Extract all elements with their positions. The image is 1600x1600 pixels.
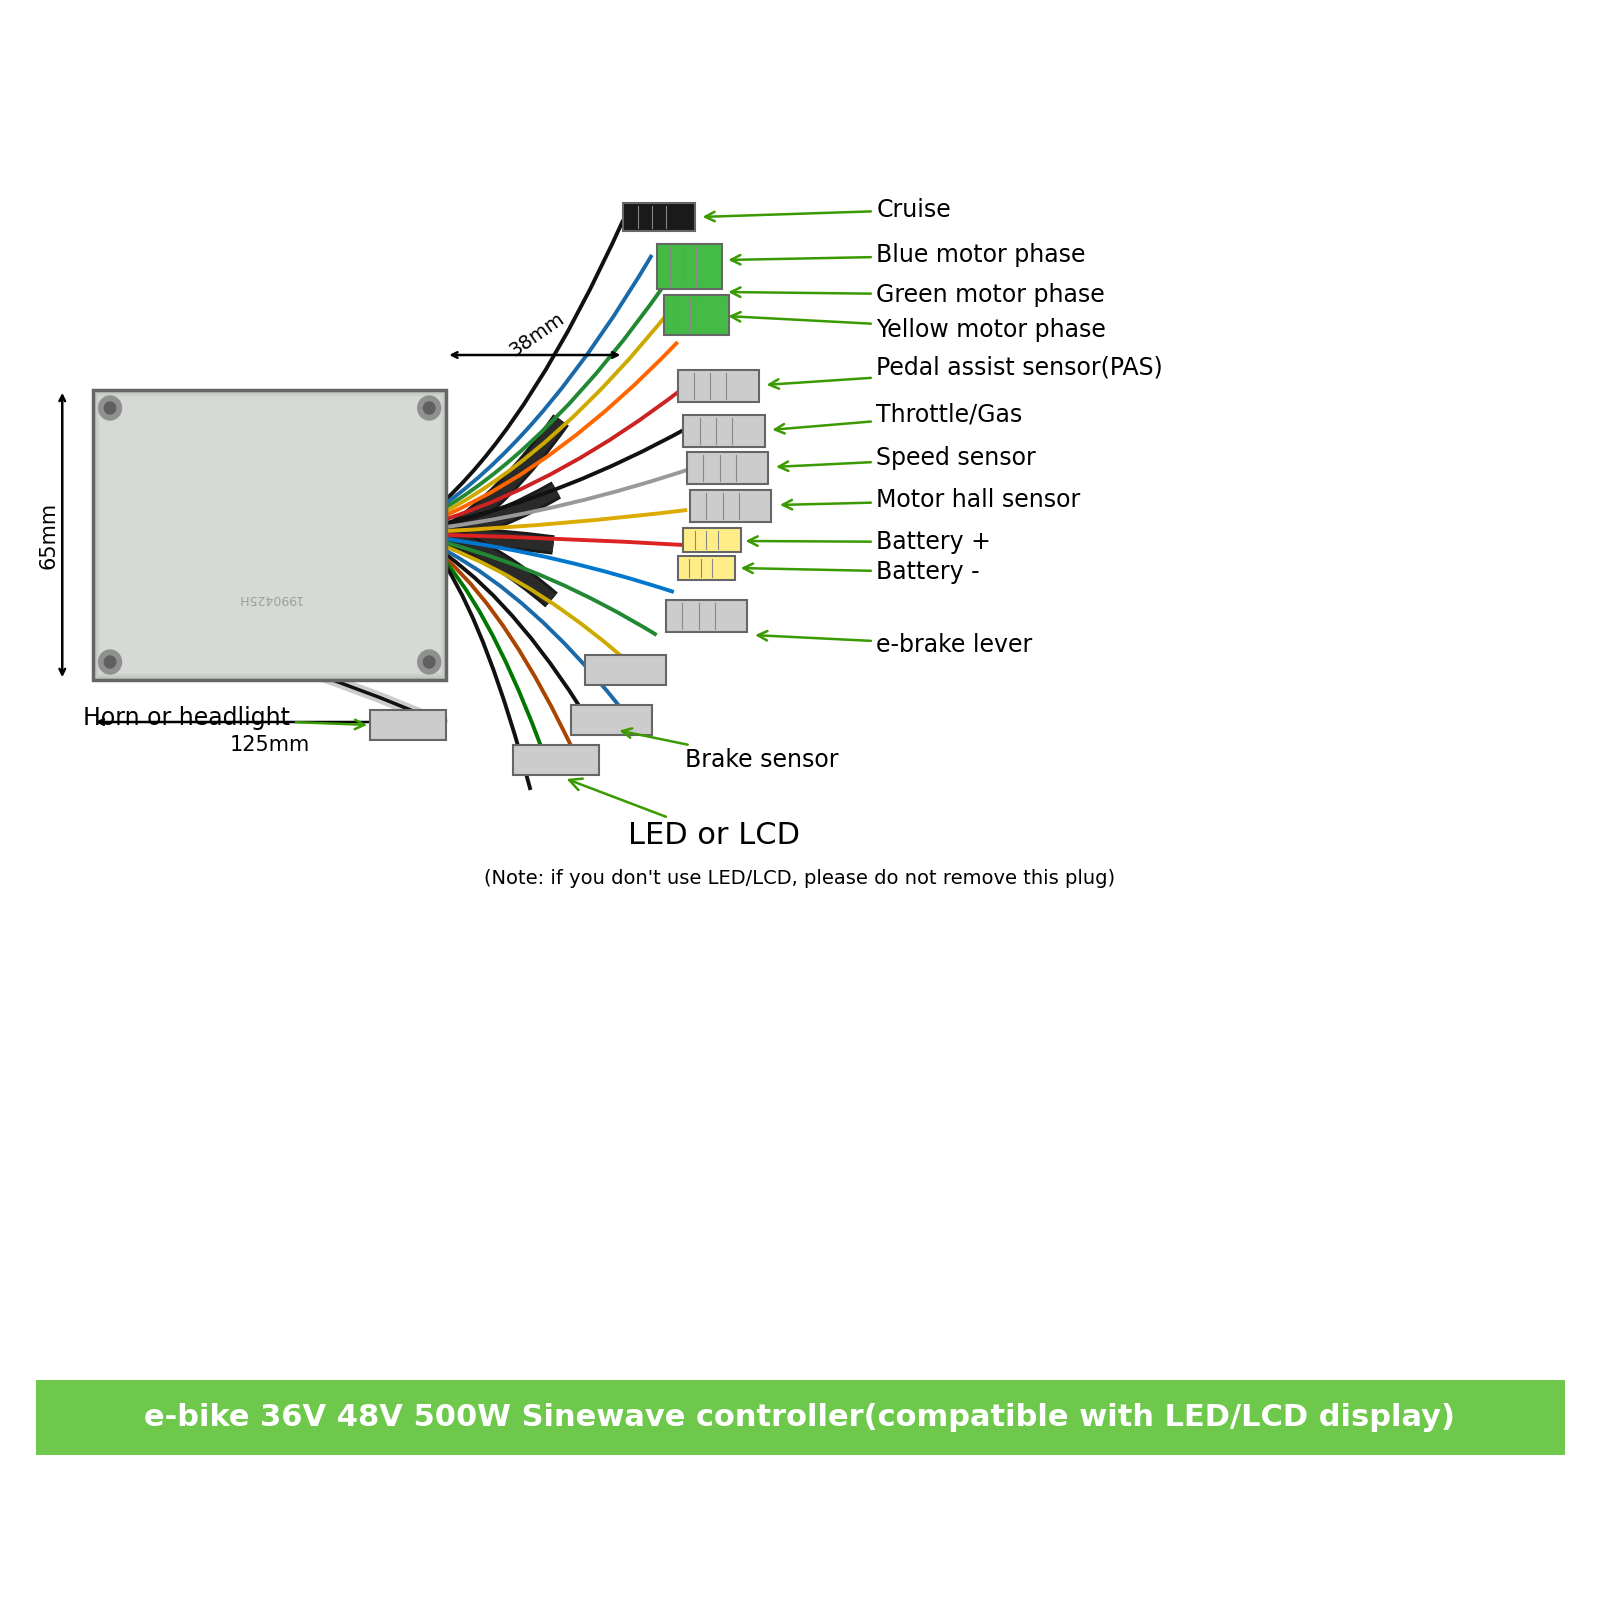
Text: Battery +: Battery + bbox=[749, 530, 992, 554]
Bar bbox=[96, 394, 443, 675]
Bar bbox=[678, 557, 734, 579]
Bar bbox=[99, 395, 440, 674]
Text: e-bike 36V 48V 500W Sinewave controller(compatible with LED/LCD display): e-bike 36V 48V 500W Sinewave controller(… bbox=[144, 1403, 1456, 1432]
Text: 38mm: 38mm bbox=[506, 309, 568, 360]
Text: Battery -: Battery - bbox=[744, 560, 981, 584]
Bar bbox=[624, 203, 694, 230]
Circle shape bbox=[99, 395, 122, 419]
Text: Motor hall sensor: Motor hall sensor bbox=[782, 488, 1080, 512]
Bar bbox=[93, 390, 446, 680]
Bar bbox=[656, 243, 722, 290]
Text: Speed sensor: Speed sensor bbox=[779, 446, 1037, 470]
Circle shape bbox=[424, 402, 435, 414]
Bar bbox=[35, 1379, 1565, 1454]
Bar bbox=[688, 451, 768, 483]
Text: Green motor phase: Green motor phase bbox=[731, 283, 1106, 307]
Bar bbox=[94, 390, 445, 678]
Bar bbox=[93, 390, 446, 680]
Circle shape bbox=[104, 402, 115, 414]
Circle shape bbox=[104, 656, 115, 669]
Text: 65mm: 65mm bbox=[38, 501, 59, 568]
Circle shape bbox=[418, 650, 440, 674]
Text: LED or LCD: LED or LCD bbox=[570, 779, 800, 850]
Text: 1990425H: 1990425H bbox=[237, 592, 302, 605]
Text: Yellow motor phase: Yellow motor phase bbox=[731, 312, 1106, 342]
Bar bbox=[94, 392, 445, 678]
Circle shape bbox=[424, 656, 435, 669]
Text: Throttle/Gas: Throttle/Gas bbox=[774, 403, 1022, 434]
Circle shape bbox=[99, 650, 122, 674]
Bar bbox=[690, 490, 771, 522]
Bar bbox=[666, 600, 747, 632]
Bar bbox=[370, 710, 446, 739]
Text: Pedal assist sensor(PAS): Pedal assist sensor(PAS) bbox=[770, 357, 1163, 389]
Bar bbox=[678, 370, 758, 402]
Bar bbox=[96, 394, 443, 677]
Text: e-brake lever: e-brake lever bbox=[758, 630, 1032, 658]
Bar bbox=[586, 654, 666, 685]
Circle shape bbox=[418, 395, 440, 419]
Text: (Note: if you don't use LED/LCD, please do not remove this plug): (Note: if you don't use LED/LCD, please … bbox=[485, 869, 1115, 888]
Bar bbox=[98, 395, 442, 675]
Text: Horn or headlight: Horn or headlight bbox=[83, 706, 365, 730]
Text: Cruise: Cruise bbox=[706, 198, 950, 222]
Text: Blue motor phase: Blue motor phase bbox=[731, 243, 1086, 267]
Bar bbox=[571, 706, 651, 734]
Bar bbox=[514, 746, 600, 774]
Bar bbox=[99, 397, 440, 674]
Bar bbox=[683, 414, 765, 446]
Bar bbox=[683, 528, 741, 552]
Text: 125mm: 125mm bbox=[229, 734, 310, 755]
Text: Brake sensor: Brake sensor bbox=[622, 728, 838, 773]
Bar bbox=[664, 294, 730, 334]
